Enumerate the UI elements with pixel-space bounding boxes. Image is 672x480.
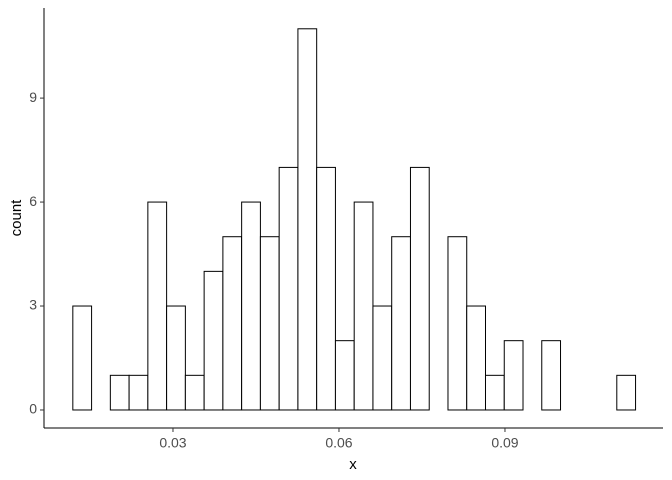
y-tick-label: 0 xyxy=(29,401,37,417)
bar xyxy=(616,374,637,411)
bar xyxy=(222,236,243,411)
bar xyxy=(372,305,393,411)
y-tick-label: 9 xyxy=(29,89,37,105)
bar xyxy=(541,340,562,411)
bar xyxy=(391,236,411,411)
bar xyxy=(484,374,505,411)
x-tick-label: 0.09 xyxy=(491,435,518,451)
bar xyxy=(147,201,168,411)
bar xyxy=(109,374,130,411)
y-tick-label: 6 xyxy=(29,193,37,209)
bar xyxy=(166,305,186,411)
bar xyxy=(184,374,205,411)
bar xyxy=(72,305,93,411)
bar xyxy=(203,270,224,411)
bar xyxy=(297,28,318,411)
x-tick-label: 0.06 xyxy=(325,435,352,451)
bar xyxy=(241,201,261,411)
x-axis-label: x xyxy=(349,456,357,473)
bar xyxy=(316,166,336,411)
bar xyxy=(503,340,524,411)
y-axis-label: count xyxy=(8,199,25,237)
bar xyxy=(447,236,468,411)
x-tick-label: 0.03 xyxy=(159,435,186,451)
bar xyxy=(278,166,299,411)
bar xyxy=(409,166,430,411)
bar xyxy=(466,305,486,411)
bar xyxy=(128,374,149,411)
bar xyxy=(353,201,374,411)
bar xyxy=(259,236,280,411)
bar xyxy=(334,340,355,411)
y-tick-label: 3 xyxy=(29,297,37,313)
